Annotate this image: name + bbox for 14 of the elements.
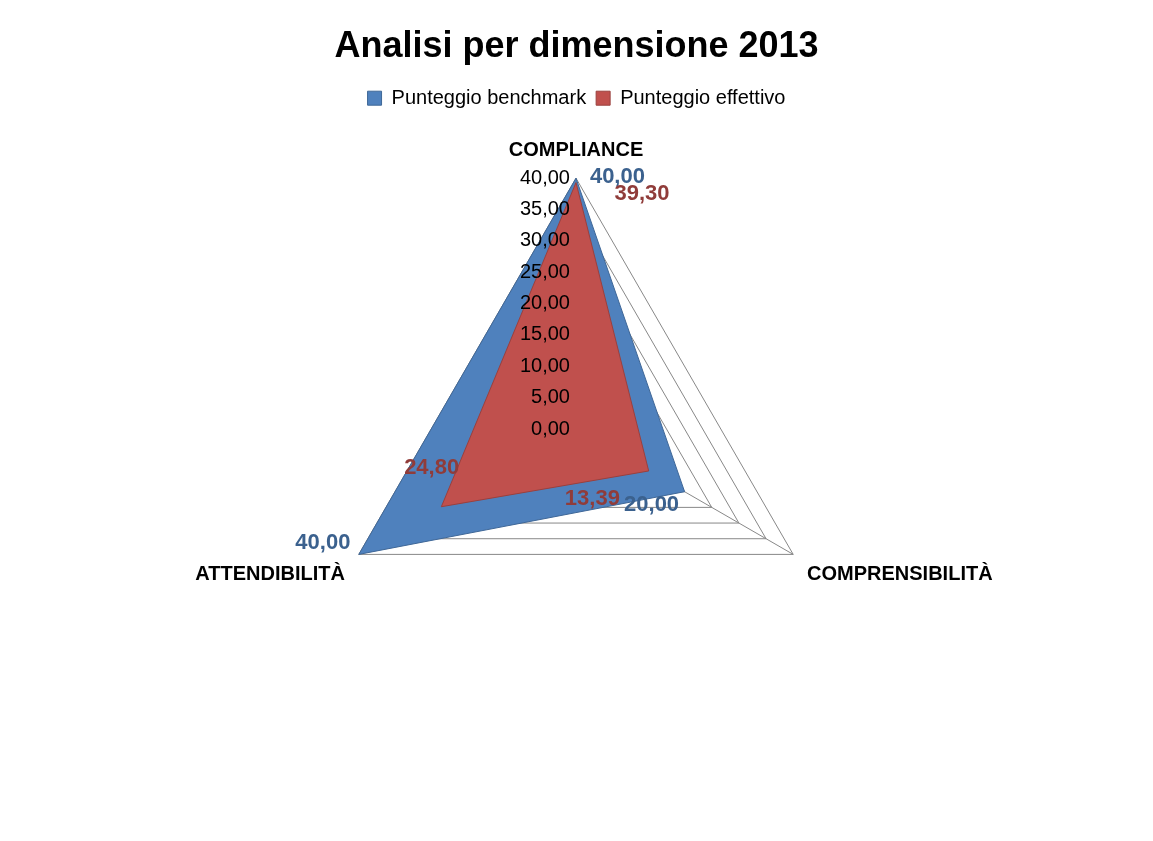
y-tick-label: 10,00: [519, 353, 570, 376]
legend-label: Punteggio effettivo: [620, 85, 786, 108]
y-tick-label: 0,00: [531, 416, 570, 439]
y-tick-label: 30,00: [519, 228, 570, 251]
y-tick-label: 15,00: [519, 322, 570, 345]
y-tick-label: 40,00: [519, 165, 570, 188]
spoke-label: COMPLIANCE: [508, 137, 644, 160]
data-label: 13,39: [564, 484, 620, 510]
data-label: 40,00: [295, 529, 351, 555]
legend-label: Punteggio benchmark: [391, 85, 588, 108]
chart-title: Analisi per dimensione 2013: [334, 23, 819, 65]
spoke-label: COMPRENSIBILITÀ: [807, 561, 993, 584]
spoke-label: ATTENDIBILITÀ: [195, 561, 345, 584]
y-tick-label: 5,00: [531, 385, 570, 408]
